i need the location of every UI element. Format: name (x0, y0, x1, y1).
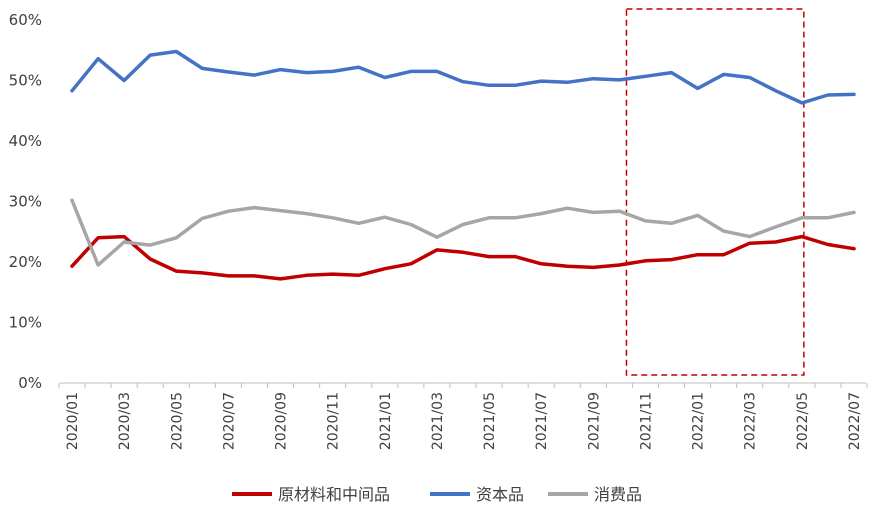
x-tick-label: 2020/07 (221, 392, 237, 450)
y-tick-label: 20% (9, 253, 42, 271)
y-tick-label: 30% (9, 193, 42, 211)
x-tick-label: 2020/05 (169, 392, 185, 450)
y-tick-label: 40% (9, 132, 42, 150)
x-tick-label: 2021/11 (638, 392, 654, 450)
x-tick-label: 2020/11 (326, 392, 342, 450)
x-tick-label: 2022/01 (691, 392, 707, 450)
x-tick-label: 2021/05 (482, 392, 498, 450)
legend-label-1: 资本品 (476, 485, 524, 504)
x-tick-label: 2020/03 (117, 392, 133, 450)
y-tick-label: 0% (18, 374, 42, 392)
series-line-2 (70, 198, 856, 267)
x-tick-label: 2021/01 (378, 392, 394, 450)
x-tick-label: 2021/09 (586, 392, 602, 450)
series-line-0 (70, 234, 856, 281)
legend-label-0: 原材料和中间品 (278, 485, 390, 504)
legend-label-2: 消费品 (594, 485, 642, 504)
x-tick-label: 2022/05 (795, 392, 811, 450)
x-tick-label: 2020/09 (274, 392, 290, 450)
y-tick-label: 60% (9, 11, 42, 29)
x-tick-label: 2021/07 (534, 392, 550, 450)
y-tick-label: 10% (9, 314, 42, 332)
x-tick-label: 2022/03 (743, 392, 759, 450)
y-tick-label: 50% (9, 72, 42, 90)
x-tick-label: 2021/03 (430, 392, 446, 450)
highlight-box (625, 8, 805, 376)
series-line-1 (70, 49, 856, 105)
x-tick-label: 2022/07 (847, 392, 863, 450)
x-tick-label: 2020/01 (65, 392, 81, 450)
